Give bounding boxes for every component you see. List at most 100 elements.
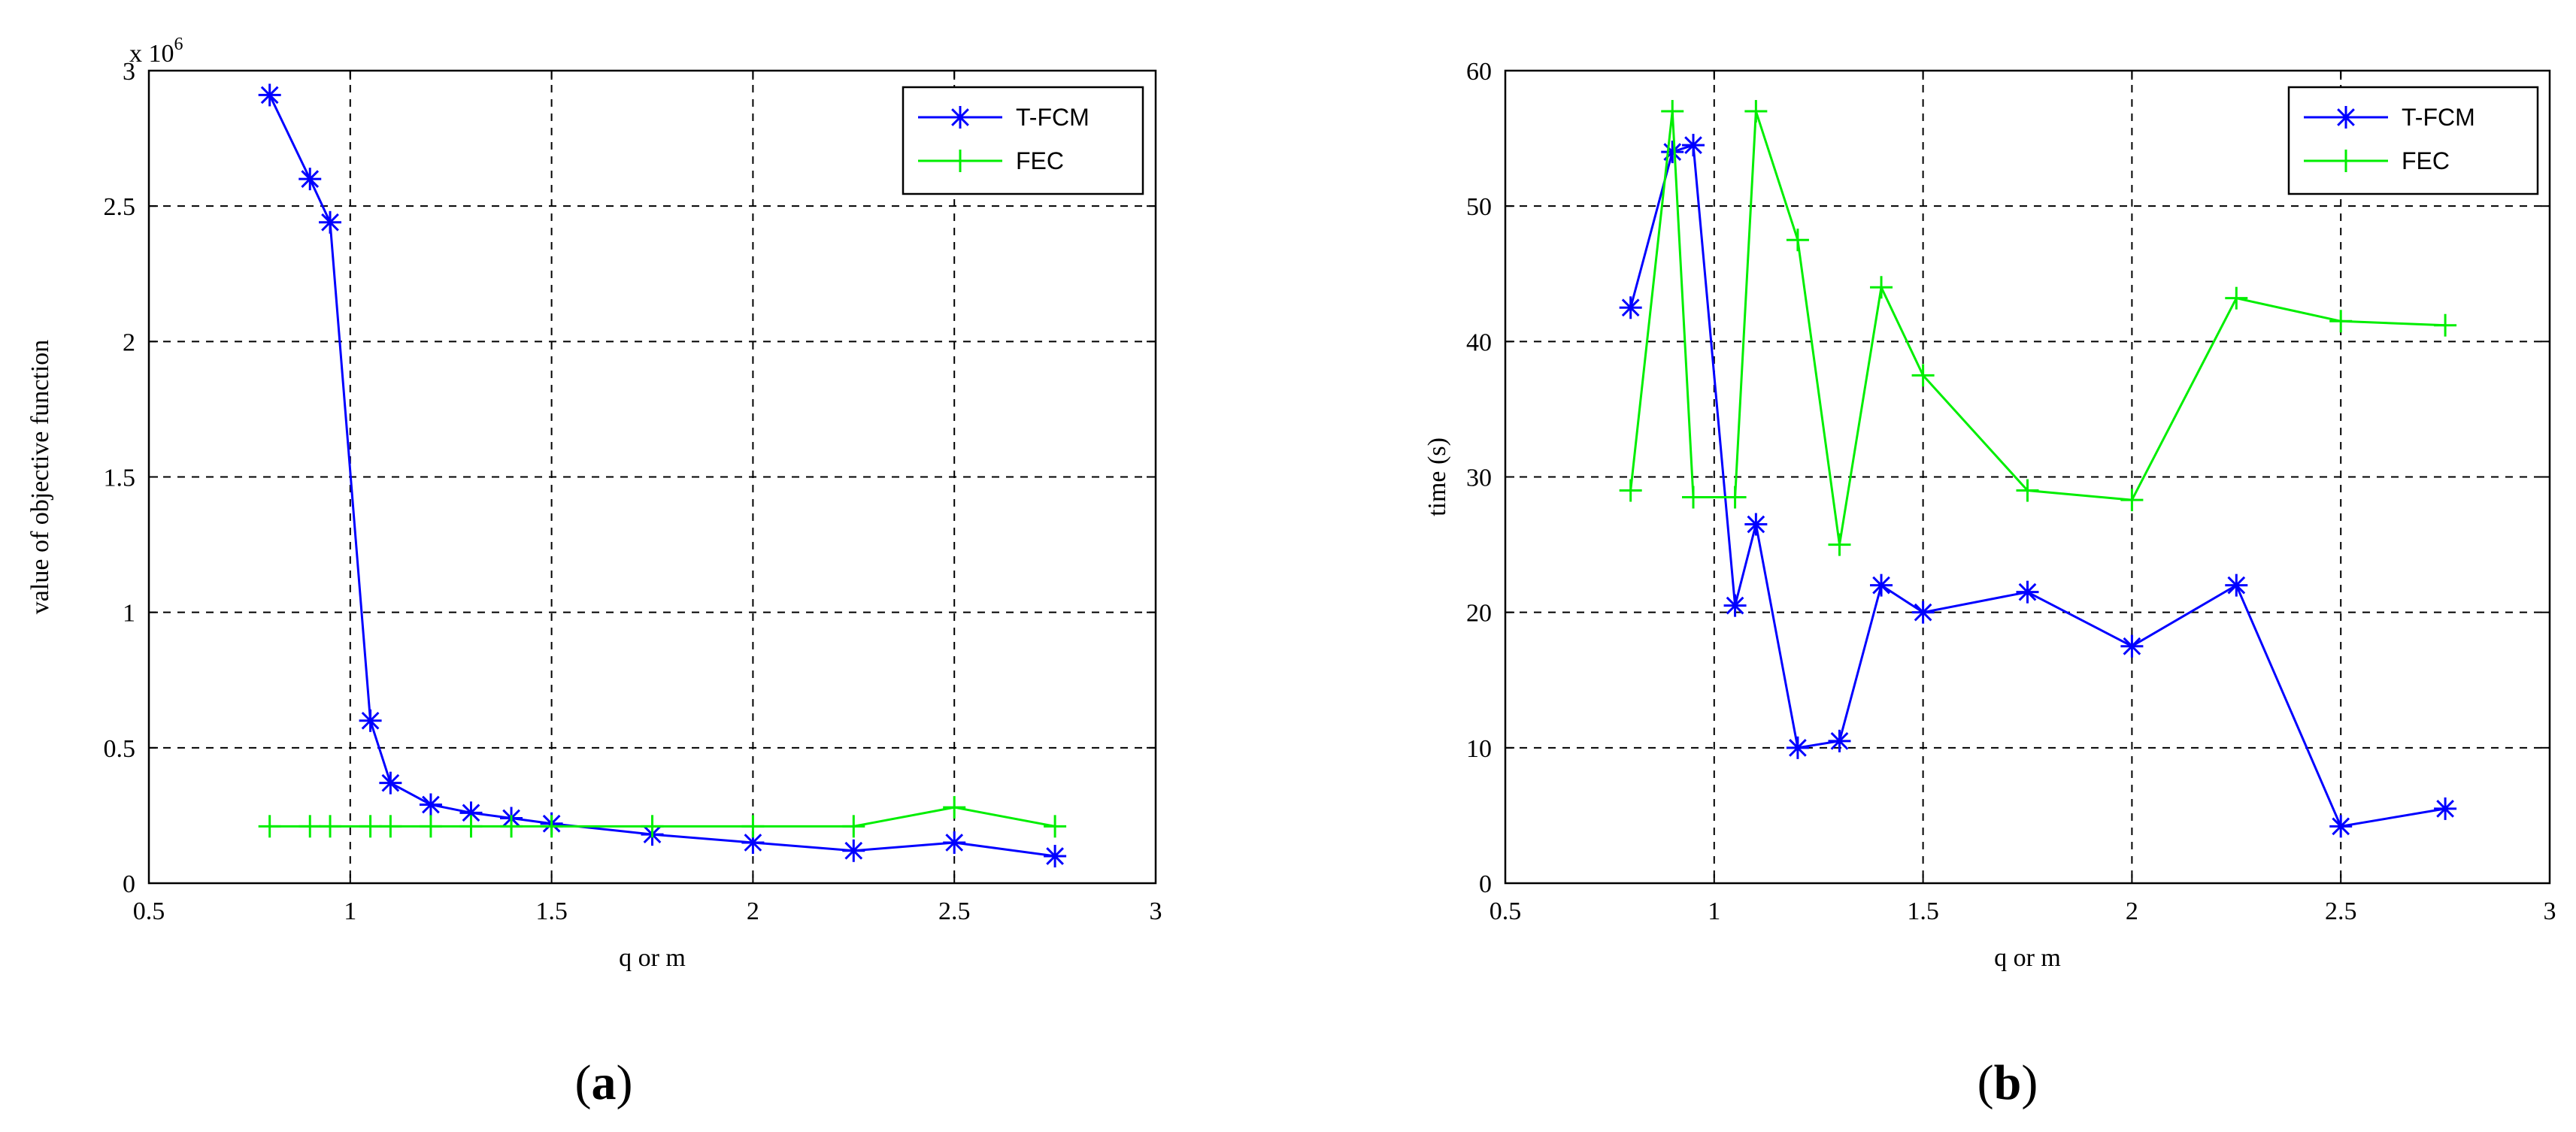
y-tick-label: 3 (123, 58, 135, 86)
data-point-t-fcm (1619, 296, 1642, 319)
legend-marker-fec (949, 150, 971, 172)
data-point-t-fcm (2016, 580, 2039, 604)
data-point-t-fcm (1723, 594, 1747, 617)
series-line-t-fcm (268, 94, 1056, 858)
data-point-t-fcm (419, 793, 442, 816)
data-point-fec (741, 815, 765, 838)
x-tick-label: 2.5 (2325, 897, 2357, 925)
data-point-t-fcm (1828, 729, 1851, 752)
data-point-t-fcm (2434, 797, 2457, 820)
data-point-t-fcm (299, 168, 322, 191)
data-point-fec (641, 815, 664, 838)
data-point-t-fcm (319, 210, 342, 234)
y-tick-label: 0.5 (104, 735, 136, 763)
exponent-power: 6 (174, 35, 183, 54)
legend-label-fec: FEC (2402, 147, 2450, 174)
legend-marker-t-fcm (949, 106, 971, 129)
data-point-fec (1044, 815, 1067, 838)
data-point-fec (299, 815, 322, 838)
y-tick-label: 2 (123, 328, 135, 356)
x-axis-label: q or m (619, 944, 686, 972)
legend-label-t-fcm: T-FCM (1016, 104, 1089, 131)
y-tick-label: 30 (1466, 465, 1492, 492)
data-point-fec (379, 815, 402, 838)
panel-label-b: (b) (1977, 1055, 2038, 1110)
data-point-t-fcm (2120, 634, 2144, 658)
data-point-t-fcm (1911, 601, 1935, 624)
panel-label-a: (a) (575, 1055, 633, 1110)
y-tick-label: 20 (1466, 600, 1492, 628)
data-point-fec (1619, 479, 1642, 502)
data-point-t-fcm (1744, 513, 1768, 536)
legend-marker-t-fcm (2335, 106, 2357, 129)
data-point-t-fcm (1786, 736, 1809, 759)
y-tick-label: 2.5 (104, 193, 136, 221)
data-point-t-fcm (359, 709, 382, 732)
data-point-fec (1682, 486, 1705, 509)
data-point-fec (1786, 229, 1809, 252)
y-tick-label: 1 (123, 600, 135, 628)
data-point-fec (842, 815, 865, 838)
x-axis-label: q or m (1994, 944, 2061, 972)
data-point-fec (419, 815, 442, 838)
series-line-t-fcm (1629, 144, 2446, 828)
x-tick-label: 1 (344, 897, 356, 925)
data-point-fec (359, 815, 382, 838)
data-point-fec (2434, 313, 2457, 337)
data-point-t-fcm (1044, 844, 1067, 867)
data-point-fec (1911, 364, 1935, 387)
y-tick-label: 0 (123, 870, 135, 898)
legend-box (902, 86, 1144, 195)
data-point-fec (2016, 479, 2039, 502)
data-point-t-fcm (842, 839, 865, 862)
data-point-fec (540, 815, 563, 838)
y-tick-label: 40 (1466, 328, 1492, 356)
x-tick-label: 2.5 (938, 897, 971, 925)
exponent-label: x 106 (129, 35, 183, 68)
data-point-fec (1744, 100, 1768, 123)
data-point-t-fcm (1870, 574, 1893, 597)
y-tick-label: 0 (1479, 870, 1492, 898)
y-tick-label: 50 (1466, 193, 1492, 221)
y-axis-label: value of objective function (26, 340, 54, 614)
legend-box (2287, 86, 2539, 195)
data-point-fec (258, 815, 281, 838)
data-point-fec (943, 796, 966, 819)
x-tick-label: 2 (2126, 897, 2138, 925)
data-point-fec (1870, 276, 1893, 299)
data-point-fec (459, 815, 483, 838)
data-point-fec (1723, 486, 1747, 509)
x-tick-label: 1.5 (1907, 897, 1939, 925)
data-point-fec (1661, 100, 1684, 123)
legend: T-FCM FEC (2287, 86, 2539, 195)
y-tick-label: 60 (1466, 58, 1492, 86)
x-tick-label: 3 (1150, 897, 1162, 925)
legend-label-t-fcm: T-FCM (2402, 104, 2475, 131)
data-point-fec (2120, 489, 2144, 512)
data-point-t-fcm (2329, 815, 2353, 838)
x-tick-label: 2 (747, 897, 759, 925)
axes-frame (147, 69, 1157, 885)
y-axis-label: time (s) (1423, 437, 1451, 516)
legend: T-FCM FEC (902, 86, 1144, 195)
exponent-base: x 10 (129, 40, 174, 68)
axes-frame (1504, 69, 2551, 885)
data-point-fec (2329, 310, 2353, 333)
legend-label-fec: FEC (1016, 147, 1064, 174)
data-point-t-fcm (2225, 574, 2248, 597)
legend-marker-fec (2335, 150, 2357, 172)
data-point-t-fcm (1661, 141, 1684, 164)
x-tick-label: 0.5 (1490, 897, 1522, 925)
y-tick-label: 10 (1466, 735, 1492, 763)
data-point-t-fcm (258, 83, 281, 107)
data-point-fec (500, 815, 523, 838)
data-point-t-fcm (943, 831, 966, 854)
data-point-fec (1828, 533, 1851, 556)
data-point-fec (2225, 286, 2248, 310)
data-point-t-fcm (379, 771, 402, 795)
x-tick-label: 0.5 (133, 897, 165, 925)
x-tick-label: 3 (2544, 897, 2556, 925)
data-point-fec (319, 815, 342, 838)
data-point-t-fcm (1682, 134, 1705, 157)
